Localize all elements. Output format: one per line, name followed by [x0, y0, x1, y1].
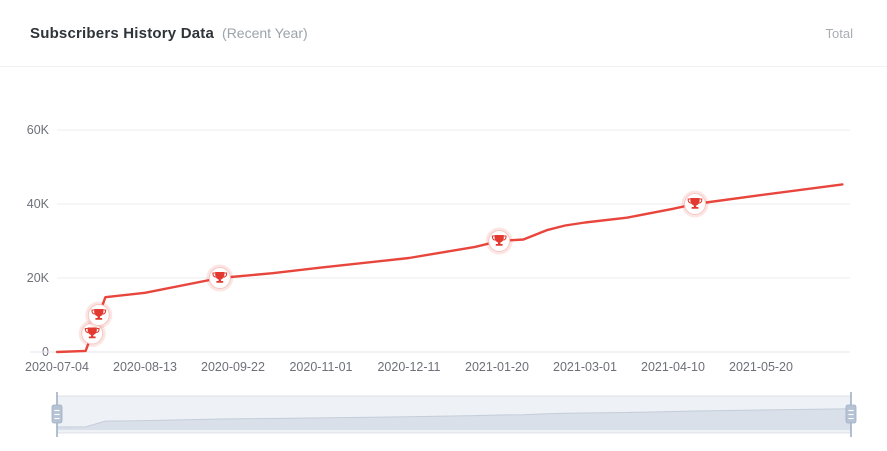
trophy-icon — [687, 198, 703, 209]
x-axis-label: 2021-05-20 — [729, 360, 793, 374]
milestone-marker-5k[interactable] — [78, 320, 106, 347]
milestone-marker-30k[interactable] — [485, 227, 513, 255]
page-title: Subscribers History Data — [30, 24, 215, 42]
milestone-marker-20k[interactable] — [206, 264, 234, 292]
datazoom-right-handle[interactable] — [845, 392, 857, 437]
trophy-icon — [212, 272, 228, 283]
datazoom-area-line — [56, 408, 851, 428]
x-axis-label: 2021-01-20 — [465, 360, 529, 374]
x-axis-label: 2020-09-22 — [201, 360, 265, 374]
x-axis-label: 2020-12-11 — [377, 360, 440, 374]
x-axis-label: 2021-03-01 — [553, 360, 617, 374]
datazoom-left-handle[interactable] — [51, 392, 63, 437]
y-axis-label-20K: 20K — [27, 271, 50, 285]
page-subtitle: (Recent Year) — [222, 25, 308, 41]
x-axis-label: 2020-08-13 — [113, 360, 177, 374]
y-axis-label-40K: 40K — [27, 197, 50, 211]
milestone-marker-40k[interactable] — [681, 190, 709, 218]
x-axis-label: 2020-07-04 — [25, 360, 89, 374]
x-axis-label: 2021-04-10 — [641, 360, 705, 374]
legend-item-total[interactable]: Total — [825, 25, 853, 41]
card-header: Subscribers History Data (Recent Year) T… — [0, 0, 887, 67]
y-axis-label-60K: 60K — [27, 123, 50, 137]
trophy-icon — [84, 327, 100, 339]
trophy-icon — [91, 309, 107, 320]
trophy-icon — [491, 235, 507, 246]
milestone-marker-10k[interactable] — [85, 301, 113, 329]
datazoom-slider[interactable] — [51, 392, 857, 437]
series-line-total — [55, 183, 844, 354]
datazoom-area — [57, 408, 851, 430]
x-axis-label: 2020-11-01 — [289, 360, 352, 374]
